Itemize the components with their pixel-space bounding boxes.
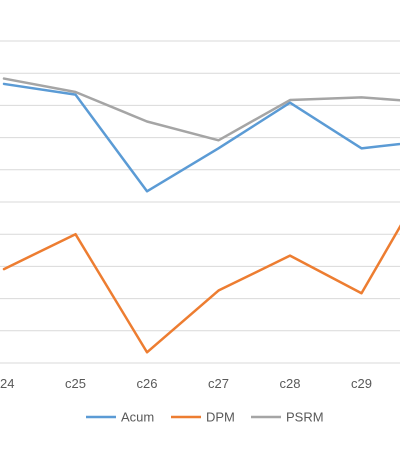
x-tick-label: c28 xyxy=(280,376,301,391)
x-tick-label: c29 xyxy=(351,376,372,391)
x-axis-tick-labels: c24c25c26c27c28c29c30 xyxy=(0,376,372,391)
legend-item-acum: Acum xyxy=(86,410,154,425)
legend-item-psrm: PSRM xyxy=(251,410,324,425)
x-tick-label: c24 xyxy=(0,376,14,391)
series-line-dpm xyxy=(2,224,400,354)
legend: Acum DPM PSRM xyxy=(86,410,324,425)
series-lines xyxy=(2,77,400,354)
gridlines xyxy=(0,40,400,364)
x-tick-label: c26 xyxy=(137,376,158,391)
series-line-psrm xyxy=(2,77,400,142)
legend-label: DPM xyxy=(206,410,235,425)
legend-item-dpm: DPM xyxy=(171,410,235,425)
x-tick-label: c27 xyxy=(208,376,229,391)
legend-label: PSRM xyxy=(286,410,324,425)
x-tick-label: c25 xyxy=(65,376,86,391)
legend-label: Acum xyxy=(121,410,154,425)
